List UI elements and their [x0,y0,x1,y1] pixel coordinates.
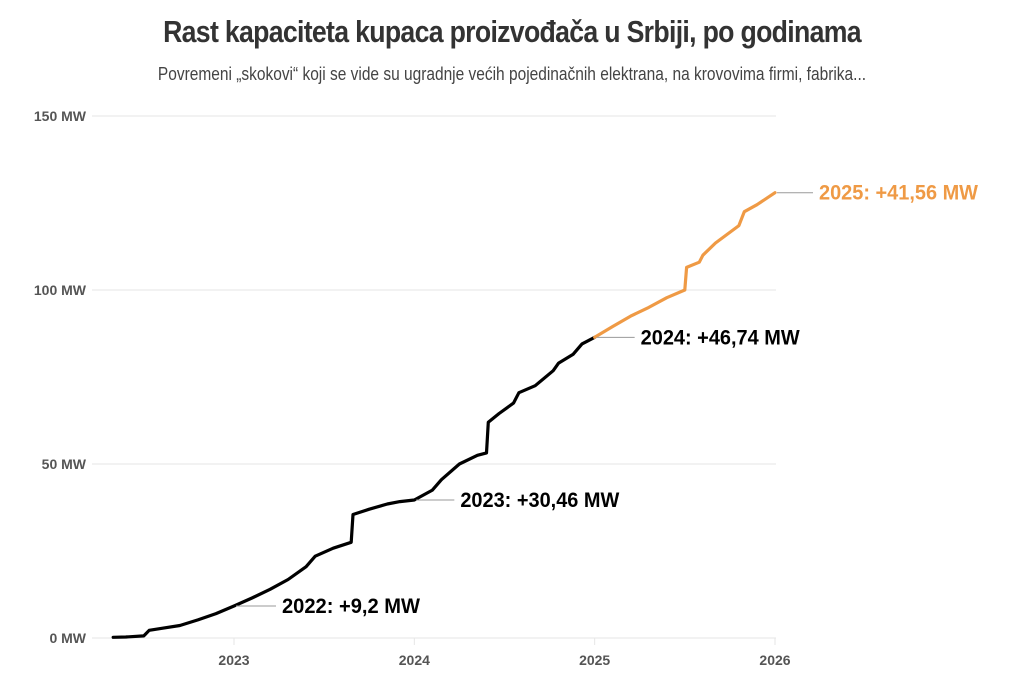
y-tick-label: 50 MW [42,456,87,472]
x-tick-label: 2024 [399,652,430,668]
x-tick-label: 2025 [579,652,610,668]
annotation-label: 2025: +41,56 MW [819,182,978,205]
series-line-2022-2024 [111,335,597,639]
annotation-label: 2024: +46,74 MW [641,326,800,349]
x-tick-label: 2023 [218,652,249,668]
y-axis-ticks: 0 MW 50 MW 100 MW 150 MW [34,108,87,646]
x-tick-label: 2026 [759,652,790,668]
chart-title: Rast kapaciteta kupaca proizvođača u Srb… [163,14,861,49]
annotation-label: 2022: +9,2 MW [282,595,420,618]
y-tick-label: 100 MW [34,282,87,298]
series-lines [111,191,777,639]
annotations: 2022: +9,2 MW 2023: +30,46 MW 2024: +46,74… [236,182,978,618]
series-line-2025 [593,191,777,339]
y-tick-label: 150 MW [34,108,87,124]
y-tick-label: 0 MW [49,630,86,646]
annotation-label: 2023: +30,46 MW [460,489,619,512]
x-axis-ticks: 2023 2024 2025 2026 [218,638,791,668]
chart-subtitle: Povremeni „skokovi“ koji se vide su ugra… [157,64,867,84]
gridlines [92,115,776,639]
